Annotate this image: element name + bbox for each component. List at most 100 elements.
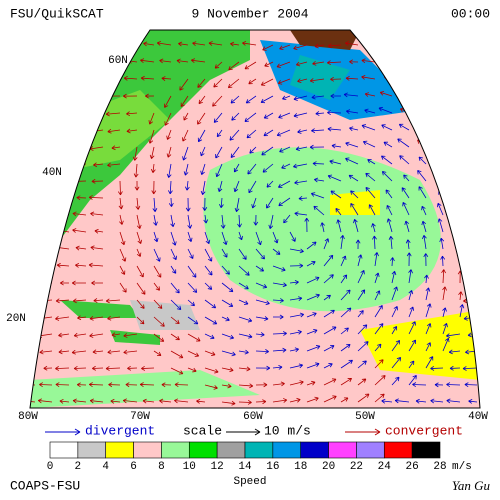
wind-arrow bbox=[357, 378, 367, 386]
wind-arrow bbox=[110, 76, 121, 81]
wind-arrow bbox=[340, 289, 351, 301]
wind-arrow bbox=[72, 211, 87, 217]
colorbar-tick-label: 22 bbox=[350, 461, 363, 473]
wind-arrow bbox=[92, 349, 104, 355]
wind-arrow bbox=[374, 393, 385, 403]
wind-arrow bbox=[136, 316, 145, 325]
wind-arrow bbox=[184, 180, 190, 191]
header-left: FSU/QuikSCAT bbox=[10, 6, 104, 21]
colorbar-tick-label: 16 bbox=[266, 461, 279, 473]
wind-arrow bbox=[340, 343, 351, 352]
lon-label: 70W bbox=[130, 411, 150, 423]
wind-arrow bbox=[187, 350, 200, 357]
wind-arrow bbox=[391, 306, 398, 318]
wind-arrow bbox=[430, 366, 444, 371]
wind-arrow bbox=[446, 333, 461, 338]
legend-arrow-head bbox=[254, 428, 261, 436]
wind-arrow bbox=[272, 248, 281, 255]
wind-arrow bbox=[272, 398, 288, 403]
wind-arrow bbox=[164, 112, 172, 126]
wind-arrow bbox=[39, 382, 53, 388]
wind-arrow bbox=[38, 75, 53, 81]
wind-arrow bbox=[141, 366, 155, 371]
wind-arrow bbox=[153, 231, 159, 243]
wind-arrow bbox=[197, 129, 206, 143]
wind-arrow bbox=[190, 58, 206, 63]
wind-arrow bbox=[408, 360, 415, 369]
wind-arrow bbox=[182, 129, 189, 142]
wind-arrow bbox=[374, 323, 384, 335]
wind-arrow bbox=[227, 78, 240, 89]
wind-arrow bbox=[353, 219, 359, 233]
wind-arrow bbox=[136, 231, 143, 245]
wind-arrow bbox=[441, 269, 446, 284]
wind-arrow bbox=[30, 366, 36, 371]
footer-right: Yan Gu bbox=[452, 478, 491, 493]
wind-arrow bbox=[30, 211, 36, 217]
wind-arrow bbox=[396, 89, 410, 97]
wind-arrow bbox=[166, 129, 172, 140]
wind-arrow bbox=[152, 197, 158, 212]
colorbar-title: Speed bbox=[233, 476, 266, 488]
wind-arrow bbox=[238, 383, 254, 389]
wind-arrow bbox=[283, 214, 291, 224]
wind-arrow bbox=[55, 366, 70, 371]
wind-arrow bbox=[153, 333, 165, 342]
lat-label: 40N bbox=[42, 167, 62, 179]
wind-arrow bbox=[221, 383, 232, 389]
wind-arrow bbox=[215, 163, 223, 178]
wind-arrow bbox=[247, 163, 257, 175]
wind-arrow bbox=[153, 248, 161, 262]
wind-arrow bbox=[464, 382, 478, 388]
wind-arrow bbox=[255, 282, 268, 289]
wind-arrow bbox=[174, 398, 189, 404]
colorbar-tick-label: 12 bbox=[211, 461, 224, 473]
wind-arrow bbox=[357, 324, 368, 335]
wind-arrow bbox=[315, 111, 325, 116]
wind-arrow bbox=[421, 205, 427, 216]
header-right: 00:00 bbox=[451, 6, 490, 21]
wind-arrow bbox=[272, 364, 283, 370]
wind-arrow bbox=[107, 128, 121, 134]
wind-arrow bbox=[432, 76, 444, 81]
wind-arrow bbox=[57, 75, 70, 81]
wind-arrow bbox=[43, 178, 53, 184]
wind-arrow bbox=[38, 280, 53, 286]
wind-arrow bbox=[230, 41, 240, 47]
wind-arrow bbox=[398, 123, 410, 131]
wind-arrow bbox=[238, 282, 249, 290]
wind-arrow bbox=[361, 124, 376, 131]
wind-arrow bbox=[462, 366, 478, 371]
wind-arrow bbox=[453, 172, 461, 182]
wind-arrow bbox=[323, 344, 335, 352]
wind-arrow bbox=[148, 112, 155, 125]
wind-arrow bbox=[73, 365, 87, 371]
wind-arrow bbox=[408, 306, 415, 318]
colorbar: 0 2 4 6 8 10 12 14 16 18 20 22 24 26 28 bbox=[47, 441, 447, 473]
wind-arrow bbox=[204, 231, 211, 245]
wind-arrow bbox=[38, 211, 53, 217]
wind-arrow bbox=[159, 398, 172, 404]
wind-arrow bbox=[248, 180, 257, 194]
wind-arrow bbox=[405, 239, 411, 250]
wind-arrow bbox=[170, 248, 177, 261]
wind-arrow bbox=[429, 41, 444, 46]
wind-arrow bbox=[323, 326, 337, 335]
wind-arrow bbox=[204, 384, 218, 390]
wind-arrow bbox=[289, 248, 304, 254]
wind-arrow bbox=[418, 156, 427, 165]
wind-arrow bbox=[197, 78, 206, 88]
wind-arrow bbox=[340, 397, 349, 403]
wind-arrow bbox=[451, 41, 461, 47]
wind-arrow bbox=[306, 362, 320, 369]
colorbar-tick-label: 4 bbox=[102, 461, 109, 473]
wind-arrow bbox=[471, 219, 478, 233]
wind-arrow bbox=[105, 366, 121, 371]
wind-arrow bbox=[430, 398, 444, 404]
wind-arrow bbox=[153, 299, 163, 309]
wind-arrow bbox=[126, 128, 138, 134]
wind-arrow bbox=[411, 58, 427, 63]
wind-arrow bbox=[30, 398, 36, 404]
wind-arrow bbox=[255, 248, 265, 260]
wind-arrow bbox=[374, 359, 384, 369]
